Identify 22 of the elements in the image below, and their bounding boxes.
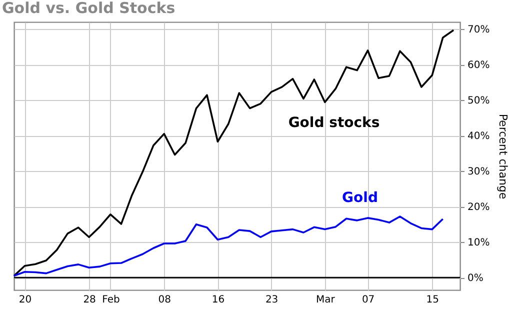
y-tick-label: 30%: [468, 166, 490, 178]
x-tick-label: 15: [426, 294, 439, 306]
x-tick-label: 07: [362, 294, 375, 306]
series-label: Gold: [342, 190, 378, 206]
y-tick-label: 20%: [468, 202, 490, 214]
x-tick-label: 16: [212, 294, 225, 306]
x-tick-label: Mar: [316, 294, 336, 306]
chart-title: Gold vs. Gold Stocks: [2, 0, 176, 17]
y-axis-title: Percent change: [496, 114, 510, 200]
y-tick-label: 70%: [468, 24, 490, 36]
y-tick-label: 10%: [468, 238, 490, 249]
x-tick-label: 20: [18, 294, 32, 306]
y-tick-label: 50%: [468, 96, 490, 107]
x-tick-label: 23: [265, 294, 278, 306]
y-tick-label: 60%: [468, 60, 490, 72]
series-label: Gold stocks: [288, 115, 380, 131]
y-tick-label: 40%: [468, 131, 490, 142]
line-series: [13, 216, 444, 277]
x-tick-label: 28: [83, 294, 96, 306]
x-tick-label: Feb: [102, 294, 120, 306]
x-tick-label: 08: [158, 294, 171, 306]
y-tick-label: 0%: [468, 273, 484, 284]
